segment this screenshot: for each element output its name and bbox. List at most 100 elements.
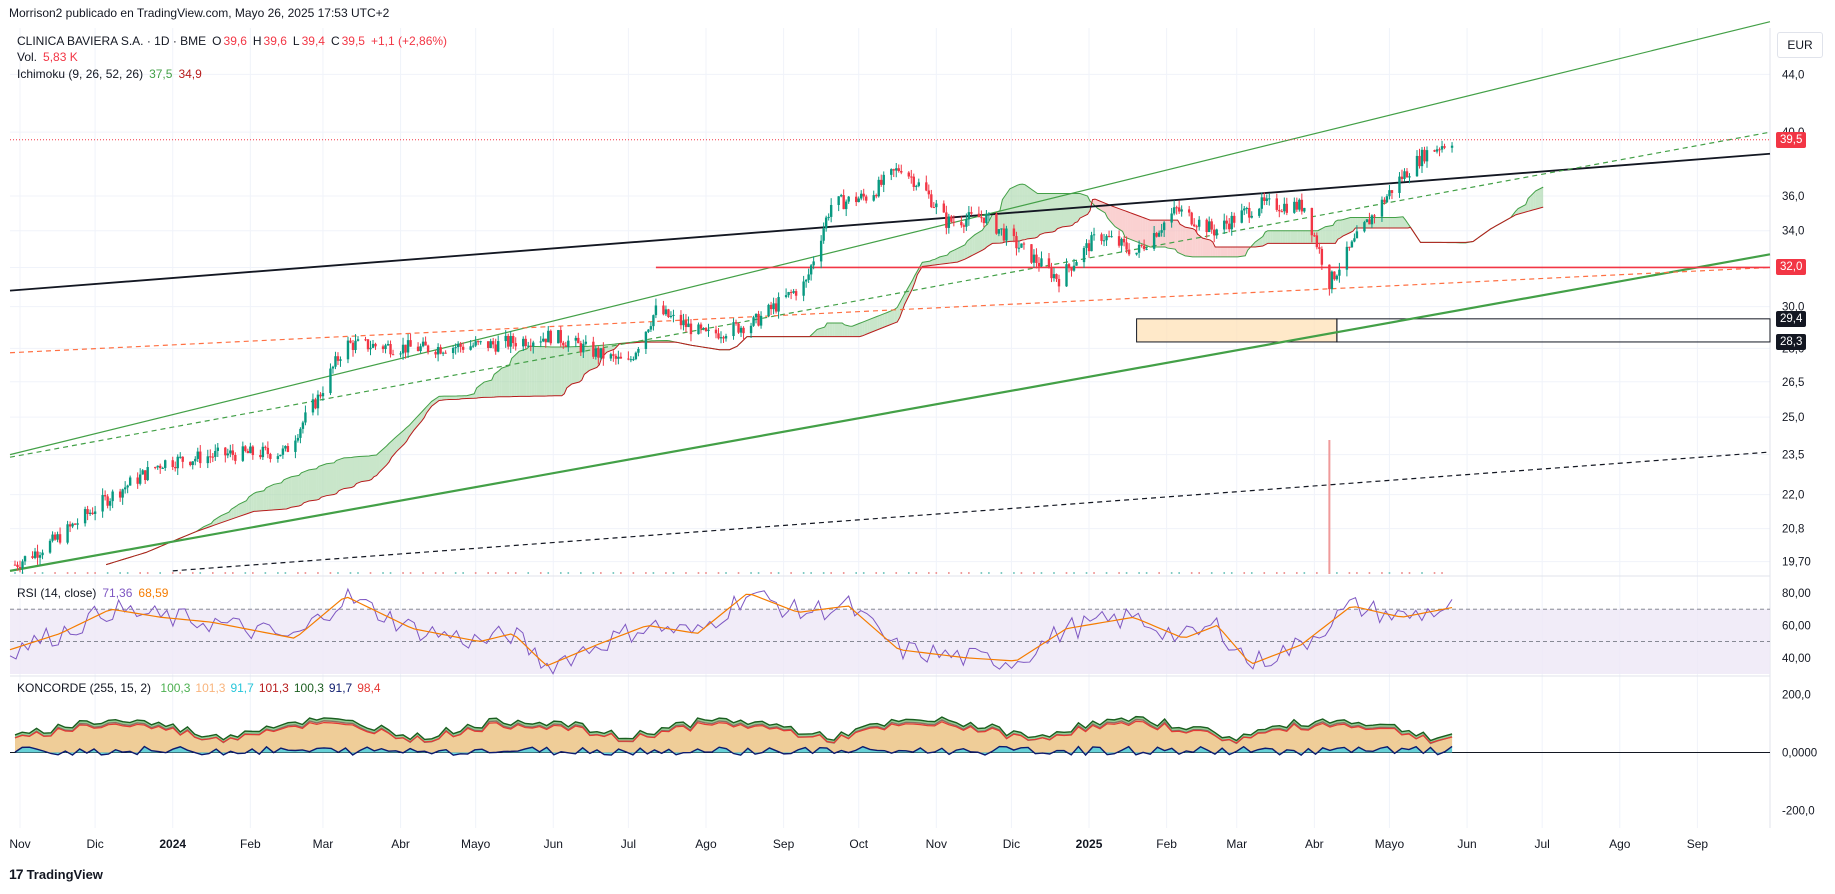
candle-body: [542, 338, 545, 342]
cloud-segment: [238, 500, 247, 517]
volume-bar: [1118, 572, 1120, 574]
candle-body: [356, 339, 360, 341]
candle-body: [364, 339, 367, 341]
cloud-segment: [949, 250, 953, 264]
cloud-segment: [481, 382, 485, 398]
cloud-segment: [389, 441, 392, 463]
cloud-segment: [566, 346, 570, 388]
volume-bar: [527, 572, 530, 574]
cloud-segment: [246, 496, 249, 514]
candle-body: [895, 168, 898, 171]
candle-body: [1293, 201, 1296, 213]
volume-bar: [66, 572, 69, 574]
candle-body: [1390, 190, 1394, 193]
candle-body: [191, 461, 194, 466]
candle-body: [917, 182, 920, 186]
cloud-segment: [326, 462, 334, 496]
volume-bar: [1170, 572, 1173, 574]
candle-body: [1180, 209, 1183, 212]
cloud-segment: [1070, 193, 1073, 227]
cloud-segment: [251, 493, 254, 513]
candle-body: [967, 212, 971, 220]
candle-body: [524, 338, 527, 347]
cloud-segment: [273, 482, 282, 510]
candle-body: [717, 333, 720, 339]
trend-line: [172, 451, 1771, 572]
candle-body: [1135, 252, 1138, 255]
volume-bar: [1198, 572, 1200, 574]
candle-body: [789, 292, 793, 294]
cloud-segment: [369, 455, 372, 481]
high-value: 39,6: [263, 34, 287, 48]
candle-body: [1233, 215, 1236, 223]
volume-bar: [1381, 572, 1383, 574]
candle-body: [276, 456, 280, 459]
candle-body: [1055, 274, 1058, 279]
cloud-segment: [1145, 218, 1148, 246]
volume-bar: [810, 572, 812, 574]
candle-body: [1100, 234, 1103, 241]
volume-bar: [297, 572, 299, 574]
cloud-segment: [446, 396, 450, 400]
candle-body: [164, 460, 167, 468]
candle-body: [329, 368, 332, 394]
volume-bar: [139, 572, 141, 574]
candle-body: [83, 509, 87, 524]
cloud-segment: [439, 396, 442, 401]
candle-body: [594, 348, 598, 357]
candle-body: [226, 453, 230, 456]
time-tick-label: Nov: [926, 837, 947, 851]
candle-body: [1192, 224, 1196, 227]
candle-body: [682, 320, 685, 326]
cloud-segment: [989, 214, 993, 245]
candle-body: [644, 331, 648, 349]
volume-bar: [1408, 572, 1411, 574]
candle-body: [461, 346, 465, 350]
volume-bar: [1433, 572, 1436, 574]
candle-body: [68, 524, 72, 527]
candle-body: [56, 534, 59, 540]
volume-bar: [757, 572, 760, 574]
candle-body: [769, 304, 773, 310]
candle-body: [787, 292, 790, 296]
candle-body: [1398, 176, 1401, 193]
candle-body: [1037, 262, 1041, 267]
candle-body: [1348, 246, 1351, 248]
cloud-segment: [827, 322, 830, 337]
symbol-name: CLINICA BAVIERA S.A. · 1D · BME: [17, 34, 207, 48]
candle-body: [634, 352, 638, 360]
cloud-segment: [1059, 193, 1063, 228]
candle-body: [128, 477, 132, 486]
cloud-segment: [484, 380, 492, 398]
candle-body: [296, 437, 300, 441]
candle-body: [724, 336, 728, 339]
time-tick-label: Jul: [621, 837, 636, 851]
cloud-segment: [501, 365, 510, 397]
volume-bar: [494, 572, 497, 574]
currency-selector[interactable]: EUR: [1777, 32, 1823, 58]
candle-body: [1172, 207, 1176, 214]
candle-body: [161, 467, 164, 469]
volume-bar: [462, 572, 464, 574]
cloud-segment: [1112, 206, 1116, 227]
candle-body: [469, 346, 472, 350]
candle-body: [1320, 248, 1324, 265]
candle-body: [294, 440, 297, 452]
candle-body: [1240, 210, 1243, 223]
volume-bar: [317, 572, 319, 574]
candle-body: [244, 446, 247, 451]
cloud-segment: [899, 298, 903, 318]
candle-body: [336, 356, 340, 361]
candle-body: [281, 448, 285, 455]
volume-bar: [1178, 572, 1180, 574]
candle-body: [86, 509, 89, 515]
candle-body: [997, 229, 1001, 234]
cloud-segment: [1530, 193, 1534, 211]
candle-body: [802, 281, 805, 296]
candle-body: [211, 456, 214, 458]
cloud-segment: [1335, 220, 1338, 244]
candle-body: [1067, 264, 1071, 268]
time-tick-label: Nov: [9, 837, 30, 851]
volume-bar: [1336, 572, 1338, 574]
